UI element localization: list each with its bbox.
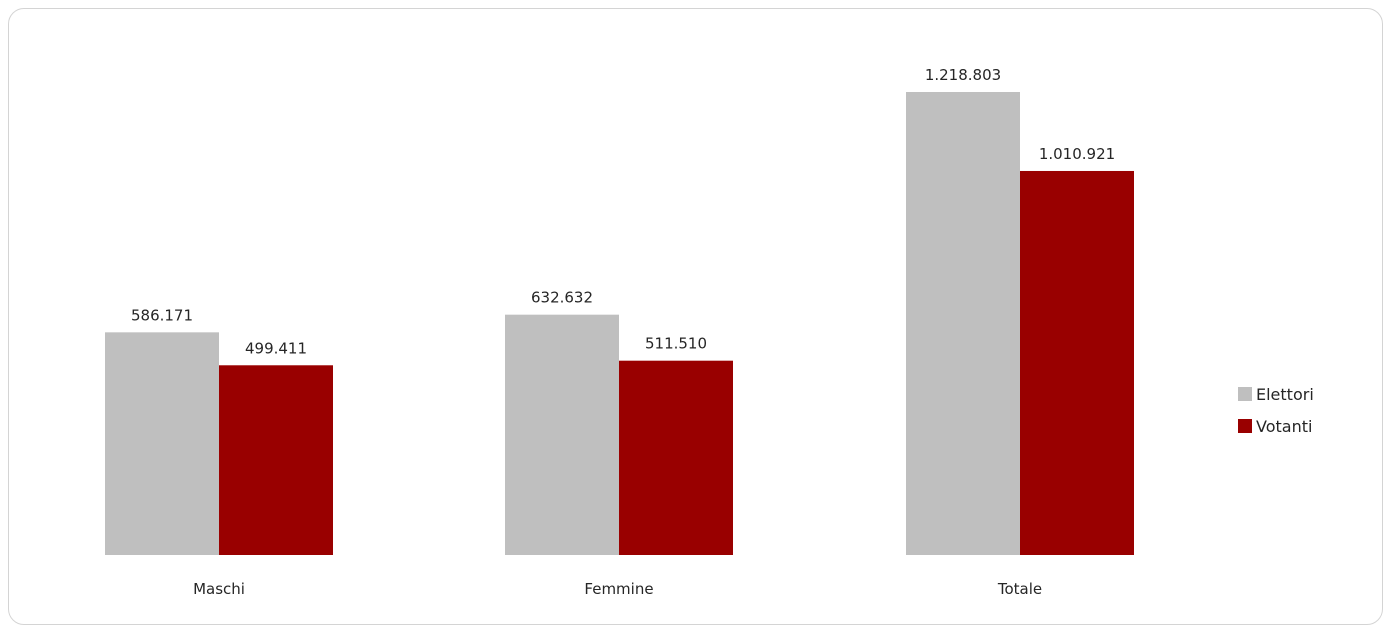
data-label-votanti-totale: 1.010.921 [1039, 145, 1115, 163]
bars-layer [105, 92, 1134, 555]
data-label-votanti-maschi: 499.411 [245, 339, 307, 357]
bar-elettori-femmine [505, 314, 619, 555]
bar-elettori-totale [906, 92, 1020, 555]
legend-swatch-votanti [1238, 419, 1252, 433]
legend: Elettori Votanti [1238, 385, 1314, 436]
category-labels-layer: Maschi Femmine Totale [193, 580, 1042, 598]
bar-votanti-femmine [619, 360, 733, 555]
legend-label-elettori: Elettori [1256, 385, 1314, 404]
data-label-elettori-maschi: 586.171 [131, 306, 193, 324]
bar-elettori-maschi [105, 332, 219, 555]
legend-label-votanti: Votanti [1256, 417, 1312, 436]
data-label-elettori-femmine: 632.632 [531, 289, 593, 307]
data-label-votanti-femmine: 511.510 [645, 335, 707, 353]
data-label-elettori-totale: 1.218.803 [925, 66, 1001, 84]
value-labels-layer: 586.171 499.411 632.632 511.510 1.218.803 1.0… [131, 66, 1115, 357]
category-label-totale: Totale [997, 580, 1042, 598]
bar-votanti-totale [1020, 170, 1134, 555]
category-label-femmine: Femmine [584, 580, 653, 598]
category-label-maschi: Maschi [193, 580, 245, 598]
bar-votanti-maschi [219, 365, 333, 555]
legend-swatch-elettori [1238, 387, 1252, 401]
